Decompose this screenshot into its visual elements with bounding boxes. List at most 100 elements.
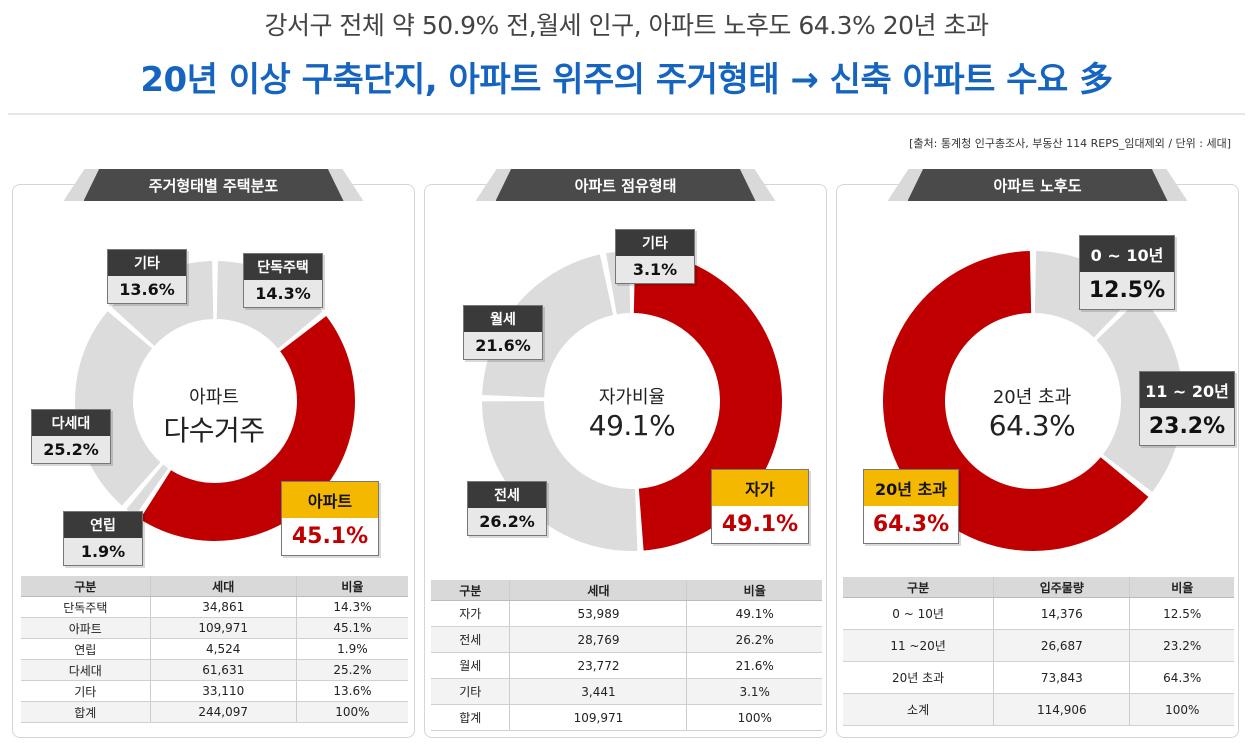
label-value: 3.1% (616, 256, 694, 283)
table-cell: 전세 (431, 626, 510, 653)
table-header: 세대 (149, 576, 297, 597)
center-big-label: 49.1% (588, 409, 676, 442)
label-11-20: 11 ~ 20년 23.2% (1139, 371, 1235, 446)
center-small-label: 아파트 (189, 387, 239, 408)
table-cell: 14.3% (295, 596, 408, 618)
table-cell: 소계 (843, 693, 994, 726)
label-아파트: 아파트 45.1% (281, 481, 379, 556)
table-header: 구분 (431, 580, 510, 601)
table-header: 입주물량 (993, 577, 1130, 598)
label-value: 64.3% (864, 506, 958, 543)
table-cell: 25.2% (295, 659, 408, 681)
table-cell: 합계 (431, 704, 510, 731)
table-cell: 기타 (21, 680, 151, 702)
table-cell: 100% (295, 701, 408, 723)
panel-apartment-age: 아파트 노후도 20년 초과 64.3% 0 ~ 10년 12.5% 11 ~ … (836, 169, 1239, 738)
donut-slice-연립 (126, 464, 169, 516)
label-name: 20년 초과 (864, 470, 958, 506)
table-cell: 100% (686, 704, 822, 731)
label-value: 45.1% (282, 518, 378, 555)
label-name: 기타 (108, 250, 186, 276)
label-자가: 자가 49.1% (711, 469, 809, 544)
table-header: 세대 (509, 580, 687, 601)
panel-title: 아파트 점유형태 (495, 169, 756, 201)
data-table: 구분 세대 비율 단독주택 34,861 14.3% 아파트 109,971 45.1% 연립 4,… (21, 576, 408, 723)
table-cell: 244,097 (149, 701, 297, 723)
table-cell: 45.1% (295, 617, 408, 639)
center-big-label: 다수거주 (163, 414, 265, 447)
label-다세대: 다세대 25.2% (31, 409, 111, 464)
label-name: 자가 (712, 470, 808, 506)
header-title: 20년 이상 구축단지, 아파트 위주의 주거형태 → 신축 아파트 수요 多 (140, 60, 1113, 100)
table-cell: 4,524 (149, 638, 297, 660)
table-cell: 12.5% (1129, 597, 1234, 630)
table-cell: 64.3% (1129, 661, 1234, 694)
label-value: 13.6% (108, 276, 186, 303)
label-20-over: 20년 초과 64.3% (863, 469, 959, 544)
table-cell: 109,971 (509, 704, 687, 731)
label-name: 기타 (616, 230, 694, 256)
panel-apartment-tenure: 아파트 점유형태 자가비율 49.1% 자가 49.1% 전세 26.2% 월세… (424, 169, 827, 738)
label-name: 11 ~ 20년 (1140, 372, 1234, 408)
donut-slice-전세 (482, 401, 638, 551)
label-기타: 기타 13.6% (107, 249, 187, 304)
table-cell: 연립 (21, 638, 151, 660)
table-cell: 합계 (21, 701, 151, 723)
table-header: 비율 (686, 580, 822, 601)
label-value: 14.3% (244, 280, 322, 307)
center-big-label: 64.3% (988, 409, 1076, 442)
table-row: 기타 33,110 13.6% (21, 680, 408, 702)
table-row: 자가 53,989 49.1% (431, 600, 822, 627)
table-header: 비율 (1129, 577, 1234, 598)
table-cell: 61,631 (149, 659, 297, 681)
table-cell: 14,376 (993, 597, 1130, 630)
table-row: 아파트 109,971 45.1% (21, 617, 408, 639)
table-cell: 3,441 (509, 678, 687, 705)
label-단독주택: 단독주택 14.3% (243, 253, 323, 308)
donut-center: 20년 초과 64.3% (957, 383, 1107, 442)
table-cell: 100% (1129, 693, 1234, 726)
label-value: 21.6% (464, 332, 542, 359)
table-row: 0 ~ 10년 14,376 12.5% (843, 597, 1234, 630)
source-note: [출처: 통계청 인구총조사, 부동산 114 REPS_임대제외 / 단위 :… (909, 137, 1231, 150)
label-name: 아파트 (282, 482, 378, 518)
data-table: 구분 세대 비율 자가 53,989 49.1% 전세 28,769 26.2% 월세 23,772… (431, 580, 822, 731)
center-small-label: 20년 초과 (992, 387, 1072, 408)
table-cell: 다세대 (21, 659, 151, 681)
header-subtitle: 강서구 전체 약 50.9% 전,월세 인구, 아파트 노후도 64.3% 20… (264, 11, 989, 40)
table-cell: 21.6% (686, 652, 822, 679)
table-cell: 1.9% (295, 638, 408, 660)
table-cell: 11 ~20년 (843, 629, 994, 662)
label-value: 12.5% (1080, 272, 1174, 309)
table-cell: 33,110 (149, 680, 297, 702)
label-value: 1.9% (64, 538, 142, 565)
table-cell: 20년 초과 (843, 661, 994, 694)
table-row: 11 ~20년 26,687 23.2% (843, 629, 1234, 662)
table-row: 합계 109,971 100% (431, 704, 822, 731)
label-name: 월세 (464, 306, 542, 332)
table-row: 연립 4,524 1.9% (21, 638, 408, 660)
table-cell: 73,843 (993, 661, 1130, 694)
donut-slice-월세 (482, 254, 614, 398)
label-name: 0 ~ 10년 (1080, 236, 1174, 272)
donut-center: 아파트 다수거주 (139, 383, 289, 449)
table-cell: 26,687 (993, 629, 1130, 662)
table-cell: 34,861 (149, 596, 297, 618)
data-table: 구분 입주물량 비율 0 ~ 10년 14,376 12.5% 11 ~20년 26,687 2… (843, 577, 1234, 726)
label-연립: 연립 1.9% (63, 511, 143, 566)
table-header: 구분 (21, 576, 151, 597)
panel-title: 주거형태별 주택분포 (83, 169, 344, 201)
table-row: 20년 초과 73,843 64.3% (843, 661, 1234, 694)
table-cell: 월세 (431, 652, 510, 679)
table-cell: 114,906 (993, 693, 1130, 726)
table-row: 단독주택 34,861 14.3% (21, 596, 408, 618)
table-cell: 단독주택 (21, 596, 151, 618)
label-name: 연립 (64, 512, 142, 538)
label-월세: 월세 21.6% (463, 305, 543, 360)
table-row: 월세 23,772 21.6% (431, 652, 822, 679)
table-cell: 109,971 (149, 617, 297, 639)
table-cell: 기타 (431, 678, 510, 705)
table-cell: 3.1% (686, 678, 822, 705)
table-row: 전세 28,769 26.2% (431, 626, 822, 653)
label-name: 다세대 (32, 410, 110, 436)
